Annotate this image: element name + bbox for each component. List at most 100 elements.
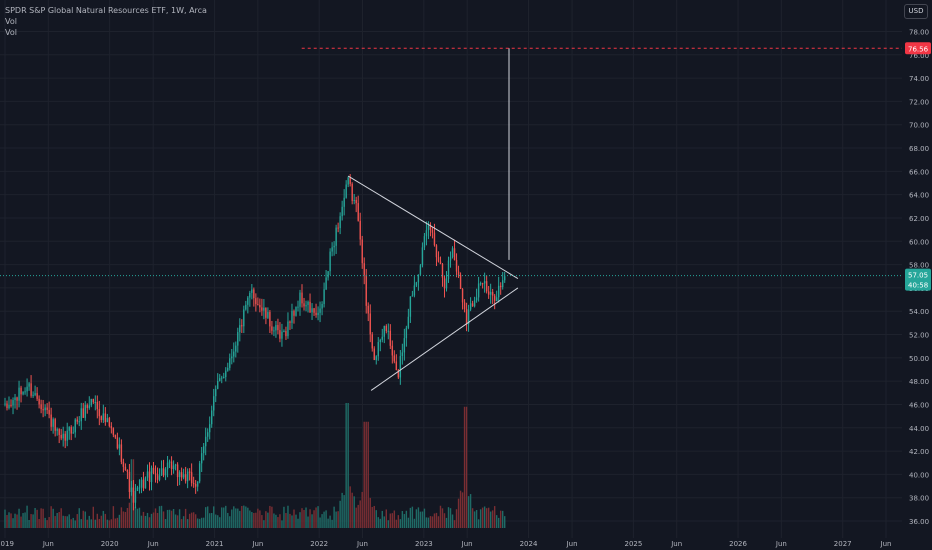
volume-indicator-label[interactable]: Vol [5, 17, 17, 26]
volume-bar [136, 508, 139, 528]
candle-body [132, 487, 135, 503]
candle-body [64, 433, 66, 441]
candle-body [14, 397, 16, 401]
triangle-upper-trendline[interactable] [347, 175, 519, 280]
candle-body [271, 326, 273, 331]
volume-bar [50, 506, 52, 528]
candle-body [239, 325, 241, 333]
candle-body [106, 418, 109, 423]
candle-body [263, 307, 265, 311]
volume-bar [435, 512, 438, 528]
candle-body [28, 383, 30, 387]
volume-bar [217, 515, 219, 528]
volume-bar [477, 519, 480, 528]
candle-body [192, 483, 195, 485]
volume-bar [355, 507, 357, 528]
candle-body [18, 387, 20, 401]
volume-bar [14, 513, 16, 528]
time-tick-label: 2026 [729, 540, 747, 548]
volume-bar [291, 515, 293, 528]
volume-bar [249, 510, 251, 528]
volume-bar [423, 508, 426, 528]
candle-body [56, 429, 58, 431]
volume-bar [46, 520, 48, 528]
volume-bar [148, 517, 151, 528]
price-tick-label: 38.00 [909, 495, 929, 503]
candle-body [122, 461, 125, 467]
candle-body [54, 419, 56, 431]
candle-body [235, 345, 237, 352]
candle-body [26, 386, 28, 392]
candle-body [471, 303, 474, 307]
volume-bar [483, 506, 486, 528]
candle-body [473, 300, 476, 307]
candle-body [188, 471, 191, 473]
candle-body [257, 304, 259, 306]
volume-bar [253, 512, 255, 528]
candle-body [497, 285, 500, 298]
candle-body [399, 356, 402, 378]
volume-bar [190, 512, 193, 528]
volume-bar [267, 512, 269, 528]
volume-bar [439, 505, 442, 528]
candle-body [128, 471, 131, 493]
candle-body [110, 426, 113, 429]
volume-bar [223, 507, 225, 528]
volume-bar [339, 500, 341, 528]
volume-bar [273, 513, 275, 528]
volume-bar [437, 516, 440, 528]
candle-body [293, 310, 295, 316]
candle-body [182, 474, 185, 478]
price-tick-label: 58.00 [909, 262, 929, 270]
volume-bar [62, 515, 64, 528]
candle-body [407, 316, 410, 328]
time-tick-label: Jun [461, 540, 473, 548]
candle-body [273, 330, 275, 332]
currency-button[interactable]: USD [904, 4, 928, 19]
candle-body [140, 479, 143, 488]
candle-body [261, 307, 263, 311]
candle-body [162, 468, 165, 476]
candle-body [74, 419, 76, 433]
volume-indicator-label[interactable]: Vol [5, 28, 17, 37]
volume-bar [361, 491, 363, 528]
volume-bar [417, 507, 420, 528]
candle-body [281, 331, 283, 339]
volume-bar [405, 510, 408, 528]
volume-bar [473, 511, 476, 528]
price-axis[interactable]: 36.00 38.00 40.00 42.00 44.00 46.00 48.00 50.00… [902, 0, 932, 550]
candle-body [357, 203, 359, 221]
time-tick-label: Jun [775, 540, 787, 548]
candle-body [397, 370, 400, 378]
volume-bar [106, 519, 109, 528]
candle-body [225, 370, 227, 377]
volume-bar [311, 514, 313, 528]
volume-bar [341, 492, 343, 528]
volume-bar [471, 508, 474, 528]
volume-bar [313, 510, 315, 528]
candle-body [435, 245, 438, 258]
volume-bar [387, 520, 390, 528]
volume-bar [421, 511, 424, 528]
volume-bar [445, 517, 448, 528]
time-axis[interactable]: 2019 Jun 2020 Jun 2021 Jun 2022 Jun 2023 Jun 2024 J… [0, 538, 932, 550]
triangle-lower-trendline[interactable] [370, 287, 519, 391]
volume-bar [499, 510, 502, 528]
candle-body [72, 432, 74, 434]
volume-bar [74, 520, 76, 528]
candle-body [156, 474, 159, 480]
price-tick-label: 76.00 [909, 52, 929, 60]
volume-bar [255, 512, 257, 528]
volume-bar [78, 508, 80, 528]
volume-bar [110, 519, 113, 528]
symbol-title[interactable]: SPDR S&P Global Natural Resources ETF, 1… [5, 6, 207, 15]
volume-bar [160, 505, 163, 528]
candle-body [415, 282, 418, 286]
candle-body [247, 297, 249, 305]
volume-bar [309, 509, 311, 528]
volume-bar [409, 507, 412, 528]
candle-body [283, 330, 285, 332]
volume-bar [72, 517, 74, 528]
candle-body [443, 277, 446, 289]
